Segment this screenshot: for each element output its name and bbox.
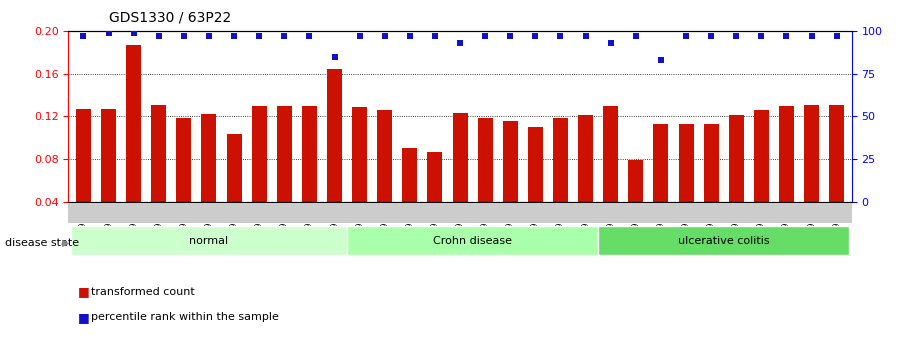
Point: [427, 33, 442, 39]
Point: [101, 30, 116, 36]
Bar: [352, 107, 367, 245]
Point: [403, 33, 417, 39]
Bar: [76, 109, 91, 245]
Point: [478, 33, 493, 39]
Text: normal: normal: [189, 236, 229, 246]
Point: [704, 33, 719, 39]
Point: [629, 33, 643, 39]
Bar: [599, 226, 849, 255]
Bar: [804, 105, 819, 245]
Bar: [453, 113, 467, 245]
Bar: [71, 226, 347, 255]
Point: [453, 40, 467, 46]
Point: [127, 30, 141, 36]
Bar: [779, 106, 794, 245]
Point: [553, 33, 568, 39]
Bar: [403, 148, 417, 245]
Bar: [603, 106, 619, 245]
Text: disease state: disease state: [5, 238, 78, 248]
Bar: [201, 114, 217, 245]
Bar: [829, 105, 844, 245]
Bar: [703, 124, 719, 245]
Bar: [427, 152, 443, 245]
Bar: [151, 105, 167, 245]
Text: GDS1330 / 63P22: GDS1330 / 63P22: [109, 11, 231, 25]
Point: [654, 57, 669, 63]
Point: [177, 33, 191, 39]
Point: [377, 33, 392, 39]
Bar: [629, 160, 643, 245]
Bar: [377, 110, 393, 245]
Point: [353, 33, 367, 39]
Bar: [729, 115, 743, 245]
Point: [277, 33, 292, 39]
Bar: [578, 115, 593, 245]
Bar: [553, 118, 568, 245]
Bar: [227, 134, 241, 245]
Bar: [477, 118, 493, 245]
Text: Crohn disease: Crohn disease: [433, 236, 512, 246]
Bar: [327, 69, 342, 245]
Point: [327, 54, 342, 59]
Bar: [653, 124, 669, 245]
Point: [603, 40, 618, 46]
Point: [829, 33, 844, 39]
Point: [578, 33, 593, 39]
Point: [729, 33, 743, 39]
Point: [201, 33, 216, 39]
Point: [779, 33, 793, 39]
Bar: [177, 118, 191, 245]
Point: [227, 33, 241, 39]
Bar: [503, 121, 517, 245]
Text: ■: ■: [77, 311, 89, 324]
Point: [804, 33, 819, 39]
Bar: [277, 106, 292, 245]
Point: [754, 33, 769, 39]
Bar: [754, 110, 769, 245]
Point: [77, 33, 91, 39]
Text: ulcerative colitis: ulcerative colitis: [678, 236, 770, 246]
Text: ■: ■: [77, 285, 89, 298]
Point: [528, 33, 543, 39]
Text: percentile rank within the sample: percentile rank within the sample: [91, 313, 279, 322]
Point: [151, 33, 166, 39]
Point: [302, 33, 317, 39]
Bar: [527, 127, 543, 245]
Text: transformed count: transformed count: [91, 287, 195, 296]
Point: [251, 33, 266, 39]
Bar: [101, 109, 116, 245]
Point: [503, 33, 517, 39]
Bar: [251, 106, 267, 245]
Bar: [347, 226, 599, 255]
Bar: [126, 45, 141, 245]
Bar: [302, 106, 317, 245]
Point: [679, 33, 693, 39]
Bar: [679, 124, 693, 245]
Text: ▶: ▶: [62, 238, 69, 248]
